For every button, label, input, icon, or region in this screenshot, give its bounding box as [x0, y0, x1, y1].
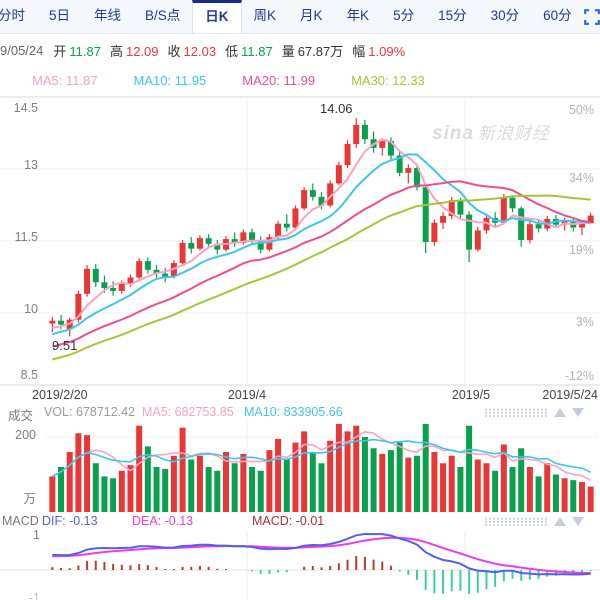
tab-年线[interactable]: 年线	[94, 8, 122, 23]
indicator-readout: DIF: -0.13	[42, 514, 98, 528]
tab-月K[interactable]: 月K	[300, 8, 323, 23]
ohlc-item-幅: 幅 1.09%	[352, 43, 406, 59]
volume-axis-label: 200	[15, 428, 36, 442]
ma-readout: MA5: 11.87 MA10: 11.95 MA20: 11.99 MA30: 12…	[32, 73, 592, 88]
zoom-in-button[interactable]	[554, 407, 566, 417]
ohlc-item-高: 高 12.09	[109, 43, 159, 59]
x-axis-label: 2019/4	[227, 388, 267, 402]
indicator-readout: MA5: 682753.85	[142, 405, 234, 419]
indicator-readout: DEA: -0.13	[132, 514, 194, 528]
pct-axis-label: 34%	[568, 171, 594, 185]
tab-B/S点[interactable]: B/S点	[145, 8, 181, 23]
zoom-drag-handle[interactable]	[484, 516, 548, 526]
ohlc-date: 9/05/24	[0, 42, 44, 58]
tab-5分[interactable]: 5分	[393, 8, 415, 23]
macd-axis-label: 1	[33, 528, 40, 542]
indicator-readout: VOL: 678712.42	[44, 405, 136, 419]
x-axis-label: 2019/2/20	[32, 388, 88, 402]
tab-周K[interactable]: 周K	[253, 8, 277, 23]
pct-axis-label: 19%	[568, 243, 594, 257]
ma-legend-item: MA10: 11.95	[133, 73, 207, 88]
fullscreen-icon[interactable]	[583, 8, 600, 25]
ma-legend-item: MA20: 11.99	[242, 73, 316, 88]
macd-pane-title: MACD	[2, 514, 39, 528]
tab-日K[interactable]: 日K	[192, 0, 242, 33]
y-axis-label: 14.5	[13, 101, 38, 115]
ohlc-item-低: 低 11.87	[225, 43, 273, 59]
volume-pane-controls	[484, 407, 584, 417]
tabbar-icons	[583, 0, 600, 33]
indicator-readout: MA10: 833905.66	[244, 405, 343, 419]
pct-axis-label: 3%	[575, 315, 594, 329]
x-axis-label: 2019/5/24	[542, 388, 598, 402]
volume-pane-title: 成交	[8, 409, 34, 423]
low-annotation: 9.51	[52, 338, 78, 353]
zoom-drag-handle[interactable]	[484, 407, 548, 417]
pct-axis-label: -12%	[564, 369, 594, 383]
zoom-out-button[interactable]	[572, 516, 584, 526]
chart-period-tabbar: 分时 5日 年线 B/S点 日K 周K 月K 年K 5分 15分 30分 60分	[0, 0, 600, 34]
x-axis-label: 2019/5	[451, 388, 491, 402]
pct-axis-label: 50%	[568, 103, 594, 117]
tab-15分[interactable]: 15分	[438, 8, 467, 23]
y-axis-label: 10	[24, 302, 38, 316]
ohlc-item-量: 量 67.87万	[281, 43, 344, 59]
macd-header: MACD DIF: -0.13 DEA: -0.13 MACD: -0.01	[0, 514, 600, 528]
high-annotation: 14.06	[320, 101, 353, 116]
tab-5日[interactable]: 5日	[49, 8, 71, 23]
ohlc-item-开: 开 11.87	[53, 43, 101, 59]
zoom-in-button[interactable]	[554, 516, 566, 526]
y-axis-label: 8.5	[20, 368, 38, 382]
ohlc-item-收: 收 12.03	[167, 43, 217, 59]
volume-axis-unit: 万	[23, 492, 36, 506]
sina-watermark: sina 新浪财经	[432, 123, 551, 144]
zoom-out-button[interactable]	[572, 407, 584, 417]
ohlc-readout: 9/05/24 开 11.87 高 12.09 收 12.03 低 11.87 量 67.87万幅…	[0, 42, 600, 59]
y-axis-label: 11.5	[14, 230, 38, 244]
volume-header: 成交 VOL: 678712.42 MA5: 682753.85 MA10: 833…	[0, 405, 600, 423]
sina-logo: sina	[432, 123, 475, 144]
tab-30分[interactable]: 30分	[490, 8, 520, 23]
ma-legend-item: MA5: 11.87	[32, 73, 98, 88]
y-axis-label: 13	[24, 158, 38, 172]
tab-分时[interactable]: 分时	[0, 8, 25, 23]
macd-pane-controls	[484, 516, 584, 526]
tab-年K[interactable]: 年K	[346, 8, 370, 23]
ma-legend-item: MA30: 12.33	[351, 73, 425, 88]
tab-60分[interactable]: 60分	[543, 8, 572, 23]
indicator-readout: MACD: -0.01	[252, 514, 325, 528]
macd-axis-label: -1	[28, 591, 40, 600]
